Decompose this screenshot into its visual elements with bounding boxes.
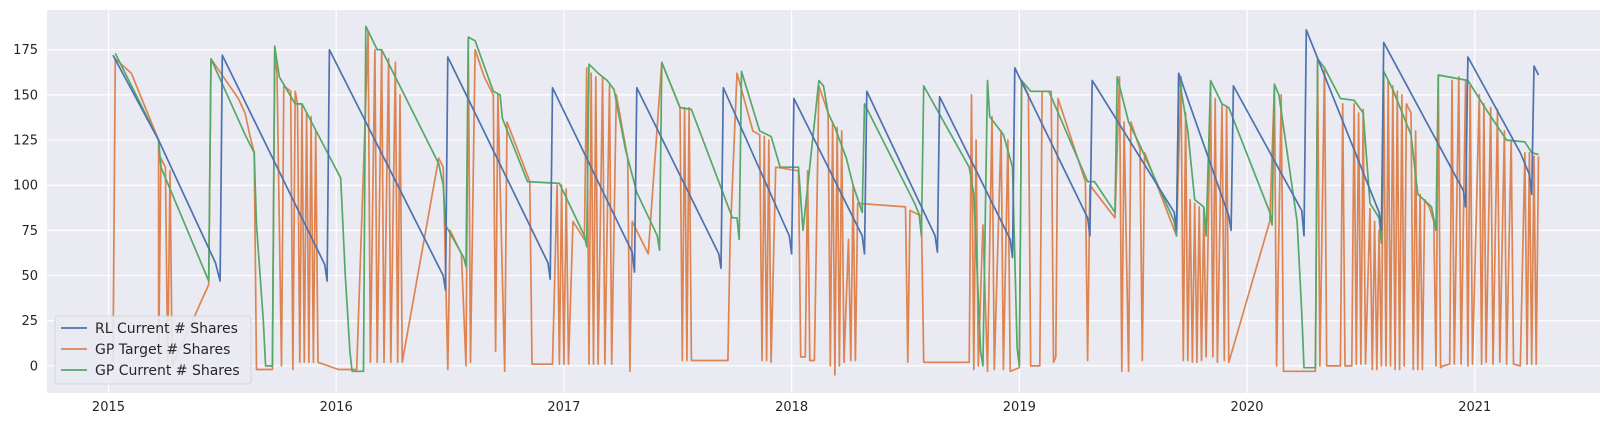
y-tick-label: 25 bbox=[21, 314, 38, 329]
legend-item-gp-current: GP Current # Shares bbox=[61, 363, 240, 379]
series-line-gp-target-shares bbox=[112, 30, 1540, 376]
y-tick-label: 175 bbox=[13, 43, 38, 58]
legend-label-gp-target: GP Target # Shares bbox=[95, 342, 230, 358]
legend-label-gp-current: GP Current # Shares bbox=[95, 363, 240, 379]
y-tick-label: 50 bbox=[21, 269, 38, 284]
x-tick-label: 2018 bbox=[775, 400, 808, 415]
x-tick-label: 2016 bbox=[320, 400, 353, 415]
y-axis-ticks: 0 25 50 75 100 125 150 175 bbox=[13, 43, 38, 374]
legend-item-rl-current: RL Current # Shares bbox=[61, 321, 238, 337]
series-layer bbox=[112, 25, 1540, 376]
x-tick-label: 2017 bbox=[547, 400, 580, 415]
legend-box bbox=[54, 315, 252, 385]
series-line-gp-current-shares bbox=[114, 25, 1539, 373]
y-tick-label: 0 bbox=[30, 359, 38, 374]
x-tick-label: 2015 bbox=[92, 400, 125, 415]
series-line-rl-current-shares bbox=[112, 29, 1540, 291]
x-tick-label: 2020 bbox=[1230, 400, 1263, 415]
legend-item-gp-target: GP Target # Shares bbox=[61, 342, 230, 358]
y-tick-label: 150 bbox=[13, 88, 38, 103]
legend-label-rl-current: RL Current # Shares bbox=[95, 321, 238, 337]
x-tick-label: 2021 bbox=[1458, 400, 1491, 415]
y-tick-label: 100 bbox=[13, 179, 38, 194]
y-tick-label: 125 bbox=[13, 134, 38, 149]
legend: RL Current # Shares GP Target # Shares G… bbox=[54, 315, 252, 385]
y-tick-label: 75 bbox=[21, 224, 38, 239]
x-axis-ticks: 2015 2016 2017 2018 2019 2020 2021 bbox=[92, 400, 1491, 415]
x-tick-label: 2019 bbox=[1003, 400, 1036, 415]
